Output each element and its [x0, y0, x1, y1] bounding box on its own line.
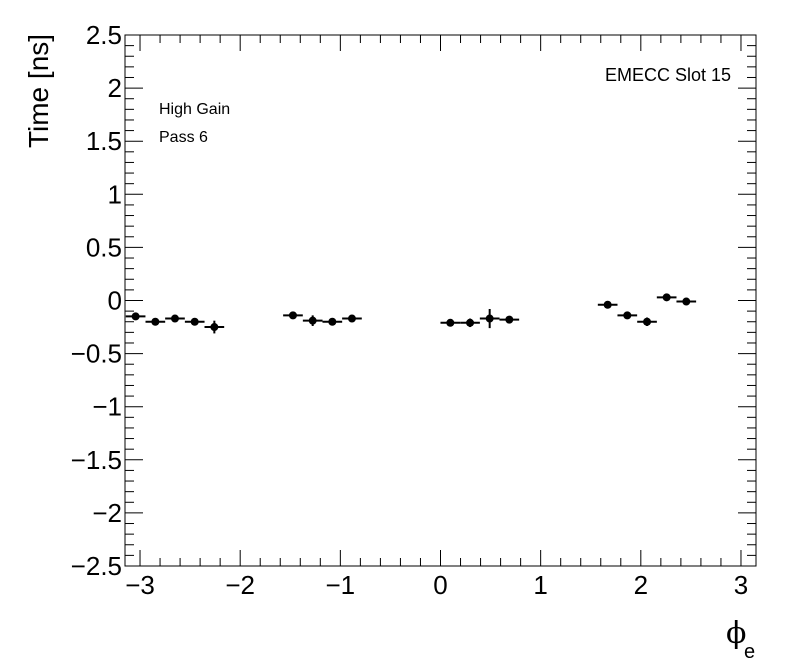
- marker: [643, 317, 652, 326]
- data-point: [322, 317, 343, 326]
- data-point: [165, 314, 185, 323]
- marker: [308, 316, 317, 325]
- marker: [328, 317, 337, 326]
- data-point: [499, 315, 520, 324]
- x-tick-label: 1: [533, 570, 547, 600]
- data-point: [302, 315, 323, 326]
- data-point: [656, 293, 677, 302]
- x-tick-label: 3: [734, 570, 748, 600]
- slot-label: EMECC Slot 15: [605, 65, 731, 85]
- y-tick-label: 2: [108, 73, 122, 103]
- marker: [682, 297, 691, 306]
- x-tick-label: −3: [125, 570, 155, 600]
- data-point: [204, 320, 225, 334]
- y-tick-label: −2: [92, 498, 122, 528]
- data-point: [597, 300, 618, 309]
- data-point: [342, 314, 362, 323]
- marker: [485, 314, 494, 323]
- marker: [446, 318, 455, 327]
- y-tick-label: −1.5: [71, 445, 122, 475]
- data-point: [479, 308, 500, 329]
- x-tick-label: 2: [634, 570, 648, 600]
- x-tick-labels: −3 −2 −1 0 1 2 3: [125, 570, 748, 600]
- data-point: [676, 297, 697, 306]
- marker: [288, 311, 297, 320]
- marker: [210, 323, 219, 332]
- data-point: [283, 311, 303, 320]
- y-tick-label: 0.5: [86, 232, 122, 262]
- x-tick-label: −2: [225, 570, 255, 600]
- data-point: [125, 312, 146, 321]
- data-point: [145, 317, 166, 326]
- x-axis-title-symbol: ϕ: [726, 616, 746, 651]
- y-tick-label: −1: [92, 392, 122, 422]
- marker: [603, 300, 612, 309]
- data-point: [440, 318, 461, 327]
- data-point: [637, 317, 657, 326]
- marker: [170, 314, 179, 323]
- marker: [662, 293, 671, 302]
- data-point: [460, 318, 480, 328]
- y-tick-label: 0: [108, 286, 122, 316]
- y-tick-label: 1: [108, 179, 122, 209]
- y-axis-title: Time [ns]: [23, 34, 54, 148]
- axis-ticks: [125, 34, 756, 567]
- y-tick-labels: −2.5 −2 −1.5 −1 −0.5 0 0.5 1 1.5 2 2.5: [71, 20, 122, 581]
- marker: [190, 317, 199, 326]
- marker: [131, 312, 140, 321]
- y-tick-label: −2.5: [71, 551, 122, 581]
- y-tick-label: −0.5: [71, 339, 122, 369]
- x-tick-label: −1: [326, 570, 356, 600]
- marker: [623, 311, 632, 320]
- gain-label: High Gain: [159, 101, 230, 118]
- y-tick-label: 2.5: [86, 20, 122, 50]
- y-tick-label: 1.5: [86, 126, 122, 156]
- pass-label: Pass 6: [159, 129, 208, 146]
- x-axis-title-subscript: e: [744, 641, 755, 663]
- data-points: [125, 293, 697, 334]
- marker: [505, 315, 514, 324]
- marker: [151, 317, 160, 326]
- marker: [347, 314, 356, 323]
- data-point: [617, 311, 638, 320]
- marker: [466, 318, 475, 327]
- x-tick-label: 0: [433, 570, 447, 600]
- data-point: [184, 317, 205, 326]
